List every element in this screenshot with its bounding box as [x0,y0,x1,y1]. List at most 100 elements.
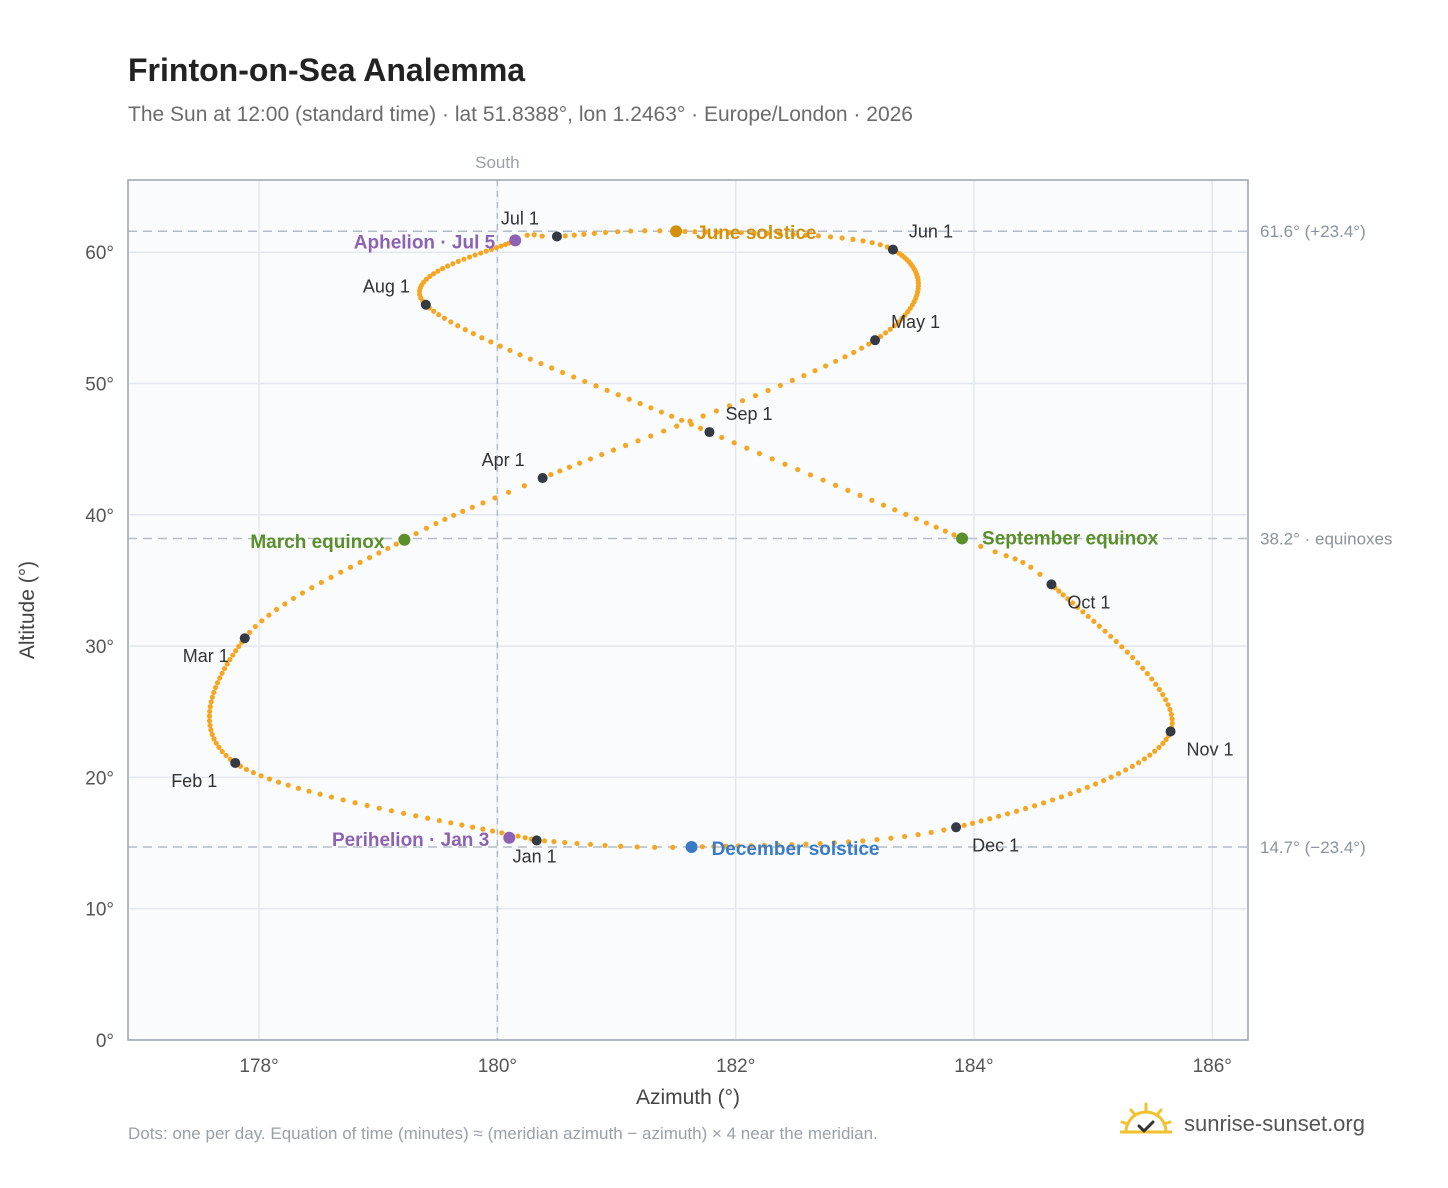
daily-sun-dot [571,232,577,238]
daily-sun-dot [423,525,430,531]
reference-line-label: 14.7° (−23.4°) [1260,838,1366,857]
brand[interactable]: sunrise-sunset.org [1120,1100,1365,1148]
daily-sun-dot [850,236,856,242]
daily-sun-dot [506,489,512,495]
daily-sun-dot [233,648,239,654]
daily-sun-dot [591,230,597,236]
sun-logo-icon [1120,1102,1172,1147]
daily-sun-dot [352,800,358,806]
month-label: May 1 [891,312,940,332]
daily-sun-dot [702,229,709,235]
daily-sun-dot [275,779,282,785]
daily-sun-dot [803,841,809,847]
daily-sun-dot [1069,600,1076,606]
event-marker [685,840,698,853]
daily-sun-dot [765,387,771,394]
daily-sun-dot [615,392,621,398]
daily-sun-dot [1168,711,1174,717]
daily-sun-dot [502,241,508,248]
x-tick-label: 186° [1193,1056,1232,1077]
daily-sun-dot [815,233,822,239]
daily-sun-dot [1147,752,1153,758]
daily-sun-dot [433,520,439,527]
daily-sun-dot [846,839,852,845]
daily-sun-dot [1119,644,1125,650]
daily-sun-dot [1096,623,1102,629]
month-marker [551,231,562,242]
daily-sun-dot [450,261,456,267]
daily-sun-dot [648,405,654,411]
daily-sun-dot [480,826,486,832]
month-marker [1165,726,1176,737]
daily-sun-dot [648,433,654,439]
daily-sun-dot [719,434,725,441]
month-marker [239,633,250,644]
daily-sun-dot [888,835,894,841]
event-marker [503,831,516,844]
daily-sun-dot [869,497,875,503]
daily-sun-dot [951,532,957,538]
daily-sun-dot [488,339,494,345]
daily-sun-dot [357,559,363,565]
daily-sun-dot [571,374,577,380]
daily-sun-dot [738,230,744,236]
daily-sun-dot [431,271,437,277]
daily-sun-dot [393,541,399,547]
footnote: Dots: one per day. Equation of time (min… [128,1124,878,1143]
daily-sun-dot [610,447,617,453]
daily-sun-dot [859,345,865,351]
daily-sun-dot [726,229,732,236]
daily-sun-dot [1141,756,1148,762]
month-label: Jan 1 [513,846,557,866]
daily-sun-dot [1144,671,1150,677]
daily-sun-dot [1149,676,1155,682]
daily-sun-dot [658,409,664,415]
axis-ticks: 178° 180° 182° 184° 186° 0° 10° 20° 30° 40° 50° 60° [85,243,1232,1077]
daily-sun-dot [227,656,233,663]
daily-sun-dot [216,744,222,750]
daily-sun-dot [923,520,930,526]
daily-sun-dot [874,837,880,843]
daily-sun-dot [413,813,419,819]
month-marker [704,427,715,438]
daily-sun-dot [739,398,746,404]
reference-line-label: 38.2° · equinoxes [1260,529,1393,548]
daily-sun-dot [347,564,354,570]
daily-sun-dot [460,508,466,514]
daily-sun-dot [751,230,757,236]
daily-sun-dot [366,555,373,561]
daily-sun-dot [442,516,448,522]
daily-sun-dot [376,805,382,811]
event-marker [956,532,969,545]
daily-sun-dot [1075,604,1081,610]
daily-sun-dot [258,773,264,779]
daily-sun-dot [206,713,213,719]
meridian-label: South [475,153,519,172]
month-label: Sep 1 [725,404,772,424]
daily-sun-dot [527,356,533,362]
daily-sun-dot [839,235,845,241]
daily-sun-dot [290,595,297,602]
daily-sun-dot [436,817,442,824]
month-label: Jul 1 [501,208,539,228]
month-marker [531,835,542,846]
daily-sun-dot [574,840,580,847]
daily-sun-dot [1028,564,1034,570]
daily-sun-dot [711,843,717,850]
daily-sun-dot [425,815,431,821]
daily-sun-dot [789,842,795,848]
daily-sun-dot [842,354,848,360]
daily-sun-dot [812,368,818,374]
daily-sun-dot [587,841,594,848]
daily-sun-dot [266,612,272,618]
daily-sun-dot [735,843,741,849]
month-marker [537,473,548,484]
daily-sun-dot [1004,811,1011,817]
daily-sun-dot [498,243,504,249]
daily-sun-dot [328,794,335,800]
daily-sun-dot [440,265,446,272]
daily-sun-dot [593,383,599,389]
daily-sun-dot [860,238,866,244]
daily-sun-dot [445,263,451,269]
daily-sun-dot [219,670,225,676]
